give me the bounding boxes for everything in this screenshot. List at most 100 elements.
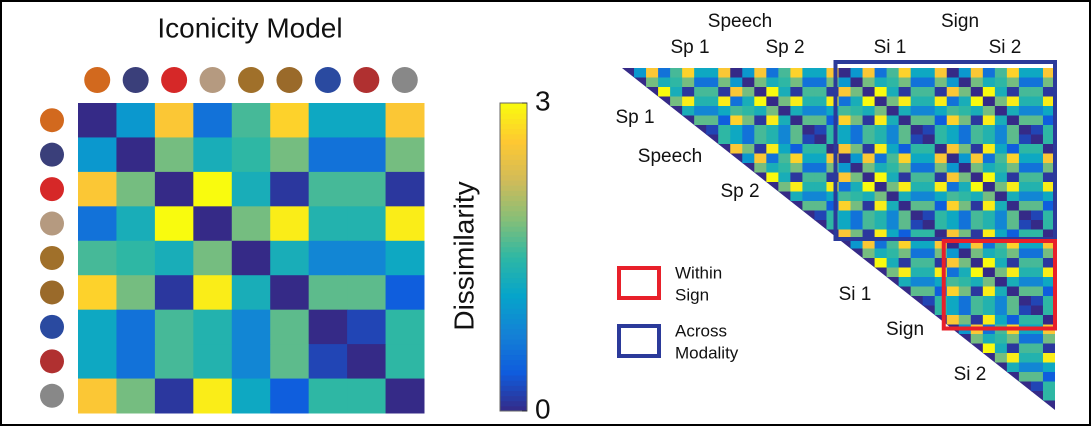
rdm-cell — [971, 106, 983, 116]
rdm-cell — [923, 220, 935, 230]
legend-label: Across — [675, 321, 727, 340]
colorbar-segment — [500, 226, 527, 232]
rdm-cell — [814, 211, 826, 221]
rdm-cell — [947, 192, 959, 202]
colorbar-segment — [500, 298, 527, 304]
rdm-cell — [1007, 87, 1019, 97]
rdm-cell — [947, 315, 959, 325]
heatmap-cell — [309, 344, 348, 379]
rdm-cell — [911, 87, 923, 97]
rdm-cell — [995, 249, 1007, 259]
rdm-cell — [1019, 163, 1031, 173]
rdm-cell — [1007, 106, 1019, 116]
rdm-cell — [995, 296, 1007, 306]
rdm-cell — [971, 287, 983, 297]
rdm-cell — [778, 144, 790, 154]
rdm-cell — [971, 201, 983, 211]
rdm-cell — [790, 154, 802, 164]
heatmap-cell — [193, 137, 232, 172]
icon — [200, 67, 226, 93]
rdm-cell — [778, 135, 790, 145]
rdm-cell — [911, 182, 923, 192]
rdm-cell — [1019, 201, 1031, 211]
rdm-cell — [1019, 220, 1031, 230]
rdm-cell — [682, 97, 694, 107]
rdm-cell — [887, 68, 899, 78]
rdm-cell — [899, 201, 911, 211]
rdm-cell — [766, 135, 778, 145]
rdm-cell — [911, 154, 923, 164]
rdm-cell — [923, 201, 935, 211]
rdm-cell — [863, 192, 875, 202]
rdm-cell — [959, 182, 971, 192]
icon — [40, 108, 64, 132]
colorbar-segment — [500, 319, 527, 325]
rdm-cell — [754, 87, 766, 97]
rdm-cell — [1019, 87, 1031, 97]
rdm-cell — [1007, 211, 1019, 221]
heatmap-cell — [116, 206, 155, 241]
rdm-cell — [959, 201, 971, 211]
rdm-cell — [1019, 106, 1031, 116]
rdm-cell — [1031, 220, 1043, 230]
rdm-cell — [863, 182, 875, 192]
heatmap-cell — [270, 103, 309, 138]
rdm-cell — [899, 87, 911, 97]
colorbar-segment — [500, 375, 527, 381]
rdm-cell — [959, 97, 971, 107]
rdm-cell — [947, 173, 959, 183]
rdm-cell — [839, 135, 851, 145]
rdm-cell — [851, 211, 863, 221]
rdm-cell — [983, 78, 995, 88]
rdm-cell — [718, 106, 730, 116]
rdm-cell — [863, 87, 875, 97]
rdm-cell — [923, 173, 935, 183]
rdm-cell — [718, 125, 730, 135]
rdm-cell — [875, 201, 887, 211]
rdm-cell — [658, 68, 670, 78]
rdm-cell — [778, 173, 790, 183]
rdm-cell — [839, 116, 851, 126]
heatmap-cell — [270, 241, 309, 276]
rdm-cell — [935, 135, 947, 145]
colorbar-segment — [500, 236, 527, 242]
rdm-cell — [730, 116, 742, 126]
rdm-cell — [790, 192, 802, 202]
rdm-cell — [863, 78, 875, 88]
rdm-cell — [1019, 334, 1031, 344]
rdm-cell — [1007, 315, 1019, 325]
rdm-cell — [1007, 144, 1019, 154]
rdm-cell — [778, 182, 790, 192]
rdm-cell — [1019, 182, 1031, 192]
colorbar-segment — [500, 108, 527, 114]
rdm-cell — [754, 163, 766, 173]
rdm-cell — [935, 97, 947, 107]
rdm-cell — [1019, 363, 1031, 373]
rdm-cell — [1019, 97, 1031, 107]
heatmap-cell — [386, 103, 425, 138]
rdm-cell — [706, 68, 718, 78]
colorbar-segment — [500, 113, 527, 119]
rdm-cell — [971, 277, 983, 287]
colorbar-segment — [500, 349, 527, 355]
heatmap-cell — [78, 344, 117, 379]
rdm-cell — [971, 78, 983, 88]
rdm-cell — [851, 125, 863, 135]
rdm-cell — [935, 87, 947, 97]
rdm-cell — [971, 220, 983, 230]
rdm-cell — [899, 192, 911, 202]
colorbar-segment — [500, 365, 527, 371]
rdm-cell — [923, 268, 935, 278]
colorbar-segment — [500, 401, 527, 407]
rdm-cell — [754, 116, 766, 126]
rdm-cell — [875, 78, 887, 88]
rdm-cell — [1019, 78, 1031, 88]
rdm-cell — [983, 97, 995, 107]
rdm-cell — [1007, 306, 1019, 316]
rdm-cell — [863, 211, 875, 221]
rdm-cell — [851, 106, 863, 116]
rdm-cell — [742, 97, 754, 107]
rdm-cell — [730, 106, 742, 116]
rdm-cell — [718, 87, 730, 97]
rdm-cell — [971, 211, 983, 221]
